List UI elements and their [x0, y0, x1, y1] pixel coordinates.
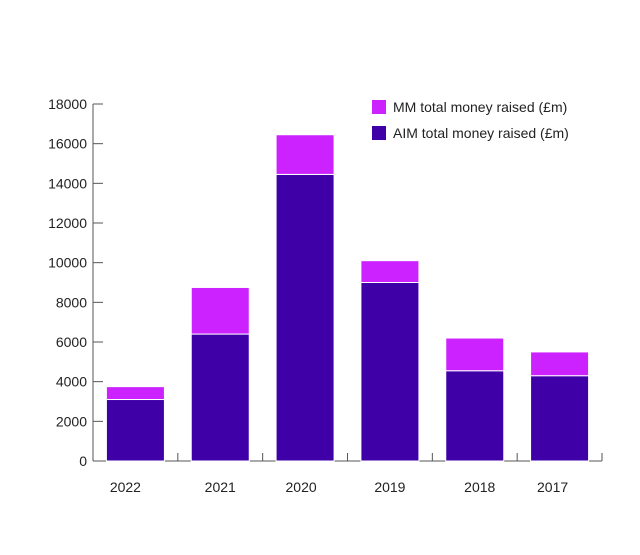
- y-tick-label: 10000: [48, 255, 87, 271]
- y-tick-label: 6000: [56, 334, 87, 350]
- y-tick-label: 2000: [56, 413, 87, 429]
- bar-segment-aim: [445, 370, 505, 462]
- bar-segment-mm: [275, 134, 335, 175]
- y-tick-label: 18000: [48, 96, 87, 112]
- legend-swatch: [372, 100, 386, 114]
- y-tick-label: 4000: [56, 374, 87, 390]
- y-tick-label: 12000: [48, 215, 87, 231]
- bar-segment-mm: [530, 351, 590, 377]
- chart-legend: MM total money raised (£m) AIM total mone…: [372, 99, 569, 141]
- x-tick-label: 2019: [374, 479, 405, 495]
- x-tick-label: 2020: [286, 479, 317, 495]
- bar-segment-aim: [190, 333, 250, 462]
- chart-bars: [105, 134, 590, 462]
- bar-segment-mm: [190, 286, 250, 335]
- y-tick-label: 16000: [48, 136, 87, 152]
- legend-label: MM total money raised (£m): [393, 99, 567, 115]
- bar-segment-aim: [275, 173, 335, 462]
- bar-segment-mm: [105, 386, 165, 401]
- y-tick-label: 8000: [56, 294, 87, 310]
- bar-segment-mm: [360, 260, 420, 283]
- y-tick-label: 0: [79, 453, 87, 469]
- chart-axes: 0 2000 4000 6000 8000 10000 12000 14000 16000 180…: [48, 96, 603, 495]
- legend-label: AIM total money raised (£m): [393, 125, 569, 141]
- bar-segment-aim: [360, 282, 420, 462]
- x-tick-label: 2017: [537, 479, 568, 495]
- bar-segment-aim: [530, 375, 590, 462]
- x-tick-label: 2018: [464, 479, 495, 495]
- bar-segment-mm: [445, 337, 505, 372]
- x-tick-label: 2021: [205, 479, 236, 495]
- x-tick-label: 2022: [110, 479, 141, 495]
- y-tick-label: 14000: [48, 175, 87, 191]
- legend-swatch: [372, 126, 386, 140]
- bar-segment-aim: [105, 399, 165, 462]
